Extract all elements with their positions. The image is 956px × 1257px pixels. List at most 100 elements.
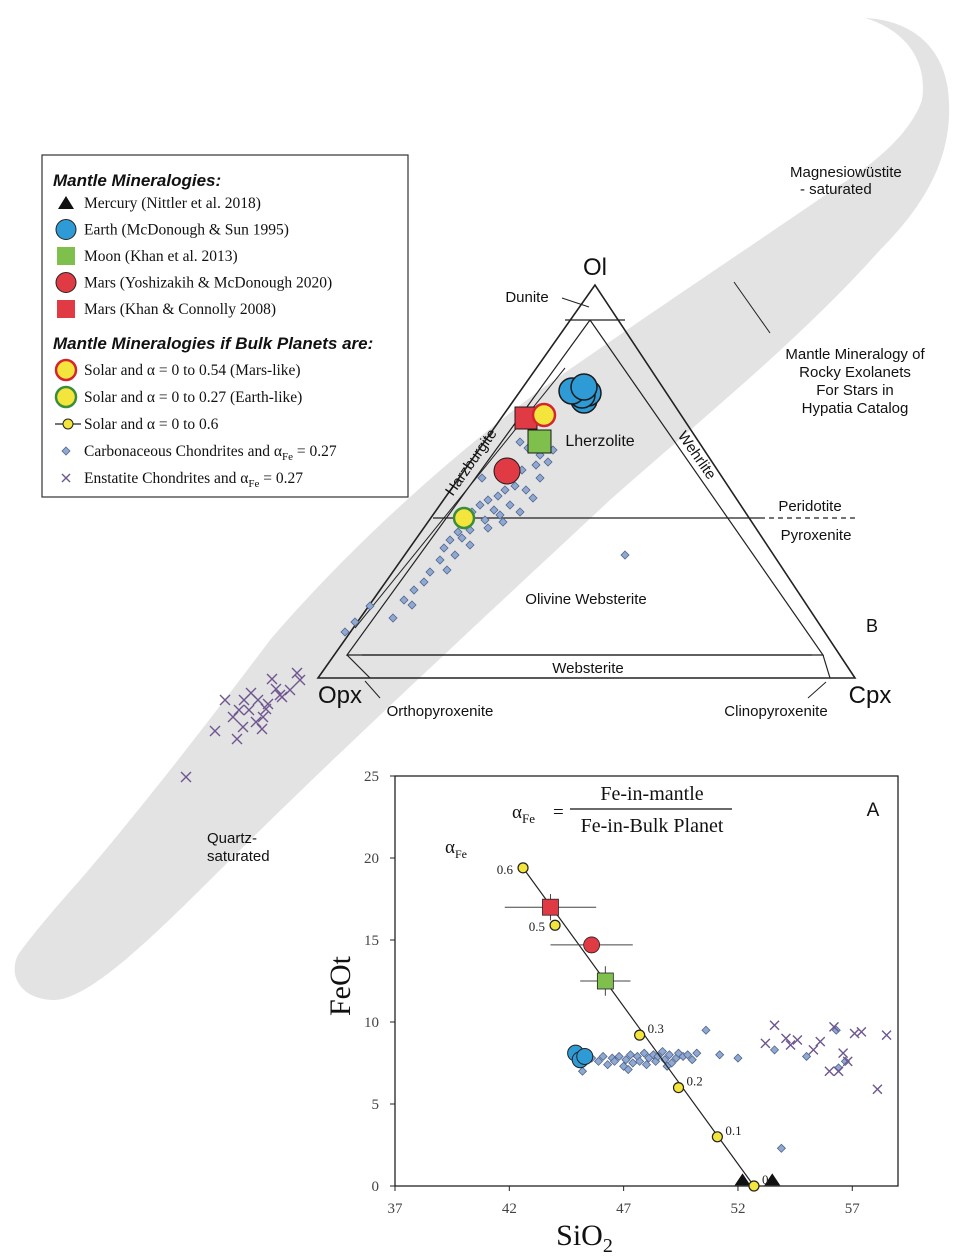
label-magnesiowustite: Magnesiowüstite [790, 164, 902, 181]
formula-lhs-sub: Fe [522, 811, 535, 826]
square-icon [57, 247, 75, 265]
legend-label-text: Earth (McDonough & Sun 1995) [84, 222, 289, 239]
carbonaceous-point [733, 1053, 743, 1063]
solar-alpha-label: 0.5 [529, 919, 545, 934]
solar-alpha-label: 0.6 [497, 862, 514, 877]
legend-label: Solar and α = 0 to 0.54 (Mars-like) [84, 362, 301, 379]
ternary-diamond [365, 601, 375, 611]
ternary-diamond [409, 585, 419, 595]
label-hypatia-4: Hypatia Catalog [802, 400, 909, 417]
enstatite-point [769, 1020, 780, 1031]
carbonaceous-point [715, 1050, 725, 1060]
opx-corner-line [346, 654, 371, 679]
solar-alpha-point [748, 1180, 760, 1192]
ternary-earth-like-marker [452, 506, 476, 530]
alpha-text: α [445, 837, 455, 858]
dunite-arrow [561, 297, 590, 308]
enstatite-point [838, 1048, 849, 1059]
x-tick-label: 42 [502, 1201, 517, 1217]
carbonaceous-point [621, 1055, 631, 1065]
carbonaceous-point [614, 1051, 624, 1062]
ternary-diamond [535, 473, 545, 483]
formula-denominator: Fe-in-Bulk Planet [581, 815, 724, 837]
ternary-diamond [521, 485, 531, 495]
circle-icon [54, 358, 78, 382]
label-hypatia-3: For Stars in [816, 382, 894, 399]
ternary-diamond [419, 577, 429, 587]
enstatite-point [760, 1038, 771, 1049]
apex-ol: Ol [583, 254, 607, 281]
carbonaceous-point [603, 1060, 613, 1070]
ternary-diamond [489, 505, 499, 515]
ternary-diamond [480, 515, 490, 525]
circle-icon [54, 385, 78, 409]
carbonaceous-point [623, 1064, 633, 1075]
carbonaceous-point [625, 1050, 636, 1060]
ternary-cross [276, 691, 288, 703]
clinopyroxenite-arrow [807, 681, 827, 699]
enstatite-point [792, 1035, 803, 1046]
alpha-sub: Fe [455, 847, 467, 861]
label-hypatia-2: Rocky Exolanets [799, 364, 911, 381]
panel-label-b: B [866, 616, 878, 636]
enstatite-point [785, 1039, 796, 1050]
plot-frame [394, 775, 899, 1187]
ternary-diamond [350, 617, 360, 627]
apex-cpx: Cpx [849, 682, 892, 709]
legend-group-2: Solar and α = 0 to 0.54 (Mars-like) Solar… [54, 358, 337, 490]
carbonaceous-point [657, 1046, 668, 1057]
ternary-cross [227, 711, 239, 723]
ternary-diamond [495, 510, 505, 520]
legend-label: Moon (Khan et al. 2013) [84, 248, 238, 265]
ternary-cross [237, 721, 249, 733]
enstatite-point [808, 1044, 819, 1055]
legend-label: Carbonaceous Chondrites and αFe = 0.27 [84, 443, 337, 463]
legend-group-1: Mercury (Nittler et al. 2018) Earth (McDo… [55, 195, 332, 318]
label-clinopyroxenite: Clinopyroxenite [724, 703, 827, 720]
legend-label-text: Moon (Khan et al. 2013) [84, 248, 238, 265]
ternary-diamond [477, 473, 487, 483]
y-tick-label: 0 [372, 1179, 380, 1195]
carbonaceous-point [692, 1048, 702, 1058]
ternary-cross [233, 704, 245, 716]
ternary-diamond [620, 550, 630, 560]
ternary-diamond [453, 527, 463, 537]
label-magnesiowustite-2: - saturated [800, 181, 872, 198]
ternary-diamond [498, 517, 508, 527]
label-quartz: Quartz- [207, 830, 257, 847]
ternary-diamond [531, 460, 541, 470]
formula-lhs-alpha: α [512, 802, 522, 823]
x-axis-label: SiO2 [556, 1219, 613, 1257]
label-dunite: Dunite [505, 289, 548, 306]
hypatia-arrow [733, 281, 771, 334]
cpx-corner-line [822, 654, 831, 679]
solar-alpha-point [634, 1029, 646, 1041]
ternary-earth-markers [558, 373, 602, 414]
legend-label-text: Carbonaceous Chondrites and α [84, 443, 282, 460]
ternary-cross [243, 704, 255, 716]
earth-point [576, 1047, 594, 1065]
formula-numerator: Fe-in-mantle [600, 783, 703, 805]
carbonaceous-point [593, 1056, 604, 1066]
legend-label: Mercury (Nittler et al. 2018) [84, 195, 261, 212]
enstatite-point [815, 1036, 826, 1047]
legend-label: Enstatite Chondrites and αFe = 0.27 [84, 470, 303, 490]
carbonaceous-point [577, 1066, 588, 1076]
square-icon [57, 300, 75, 318]
legend-label-text: Enstatite Chondrites and α [84, 470, 248, 487]
legend-label-sub: Fe [282, 451, 293, 463]
ternary-cross [270, 683, 282, 695]
y-tick-label: 25 [364, 769, 379, 785]
ternary-cross [250, 716, 262, 728]
ternary-diamond [425, 567, 435, 577]
ternary-cross [257, 711, 269, 723]
carbonaceous-point [769, 1045, 780, 1055]
diamond-icon [61, 446, 71, 456]
x-tick-label: 57 [845, 1201, 861, 1217]
legend-label: Mars (Khan & Connolly 2008) [84, 301, 276, 318]
label-olivine-websterite: Olivine Websterite [525, 591, 646, 608]
ternary-moon-marker [527, 429, 552, 454]
ternary-earth-marker [570, 373, 598, 401]
